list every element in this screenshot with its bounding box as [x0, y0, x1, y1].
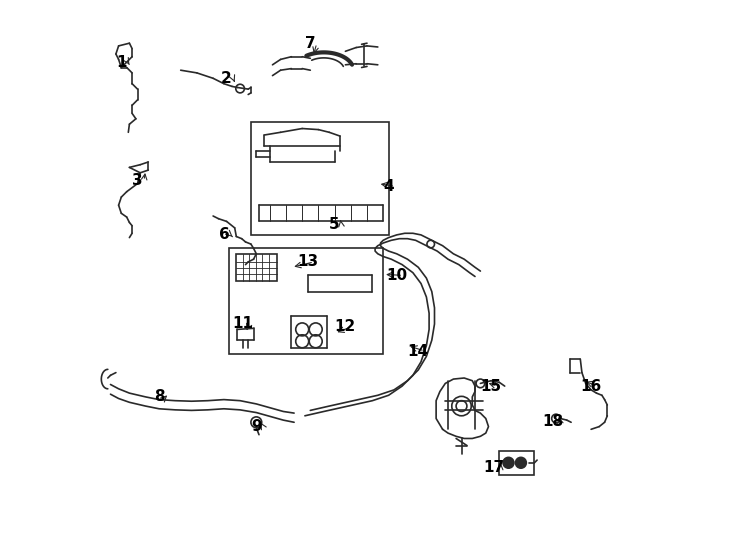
Text: 15: 15 [481, 379, 502, 394]
Text: 16: 16 [581, 379, 602, 394]
Text: 7: 7 [305, 36, 316, 51]
Bar [499, 451, 534, 475]
Text: 12: 12 [335, 319, 356, 334]
Text: 2: 2 [221, 71, 232, 86]
Text: 6: 6 [219, 227, 229, 242]
Text: 17: 17 [483, 460, 504, 475]
Text: 14: 14 [408, 343, 429, 359]
Text: 18: 18 [542, 414, 564, 429]
Bar [251, 122, 388, 235]
Text: 4: 4 [383, 179, 394, 194]
Bar [229, 248, 383, 354]
Text: 9: 9 [251, 419, 261, 434]
Text: 5: 5 [330, 217, 340, 232]
Text: 10: 10 [386, 268, 407, 283]
Text: 8: 8 [154, 389, 164, 404]
Bar [236, 254, 277, 281]
Text: 3: 3 [132, 173, 143, 188]
Text: 1: 1 [116, 55, 126, 70]
Text: 11: 11 [232, 316, 253, 332]
Circle shape [515, 457, 526, 468]
Text: 13: 13 [297, 254, 318, 269]
Circle shape [503, 457, 514, 468]
